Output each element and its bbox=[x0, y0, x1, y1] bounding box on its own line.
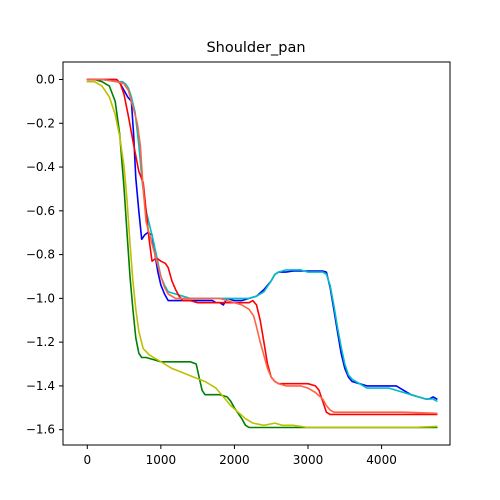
y-tick-label-4: −0.8 bbox=[26, 248, 55, 262]
series-line-6 bbox=[86, 78, 438, 415]
y-tick-label-5: −1.0 bbox=[26, 291, 55, 305]
y-tick-label-8: −1.6 bbox=[26, 423, 55, 437]
y-tick-label-0: 0.0 bbox=[36, 73, 55, 87]
y-tick-label-6: −1.2 bbox=[26, 335, 55, 349]
x-tick-label-0: 0 bbox=[83, 453, 91, 467]
series-line-5 bbox=[86, 78, 438, 416]
plot-frame bbox=[62, 61, 451, 446]
x-tick-label-2: 2000 bbox=[219, 453, 250, 467]
chart-title: Shoulder_pan bbox=[206, 40, 305, 56]
y-tick-label-1: −0.2 bbox=[26, 116, 55, 130]
y-tick-label-2: −0.4 bbox=[26, 160, 55, 174]
x-tick-label-1: 1000 bbox=[146, 453, 177, 467]
series-line-4 bbox=[86, 80, 438, 429]
series-layer bbox=[86, 78, 438, 429]
x-tick-label-3: 3000 bbox=[293, 453, 324, 467]
y-tick-label-7: −1.4 bbox=[26, 379, 55, 393]
axes-layer: 0 1000 2000 3000 4000 0.0 −0.2 −0.4 −0.6 −0.8 −1.0… bbox=[26, 61, 451, 467]
x-tick-label-4: 4000 bbox=[366, 453, 397, 467]
y-tick-label-3: −0.6 bbox=[26, 204, 55, 218]
series-line-3 bbox=[86, 78, 438, 429]
